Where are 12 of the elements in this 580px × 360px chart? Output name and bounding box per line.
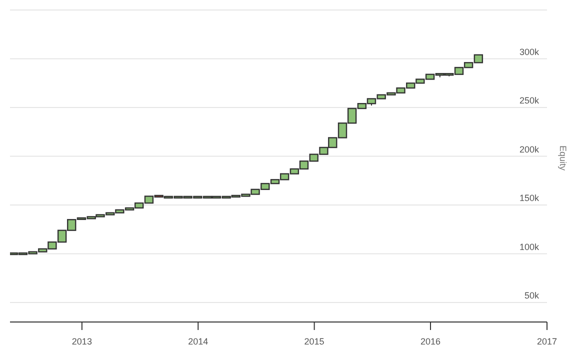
y-tick-label: 200k <box>519 144 540 154</box>
x-tick-label: 2014 <box>188 336 208 346</box>
y-tick-label: 50k <box>524 290 540 300</box>
y-axis-title: Equity <box>558 145 568 171</box>
y-tick-label: 100k <box>519 242 540 252</box>
x-tick-label: 2015 <box>304 336 324 346</box>
x-tick-label: 2017 <box>536 336 558 346</box>
y-tick-label: 300k <box>519 46 540 57</box>
x-tick-label: 2013 <box>72 336 92 346</box>
y-tick-label: 150k <box>519 193 540 203</box>
y-tick-label: 250k <box>519 96 540 106</box>
x-tick-label: 2016 <box>420 336 441 346</box>
